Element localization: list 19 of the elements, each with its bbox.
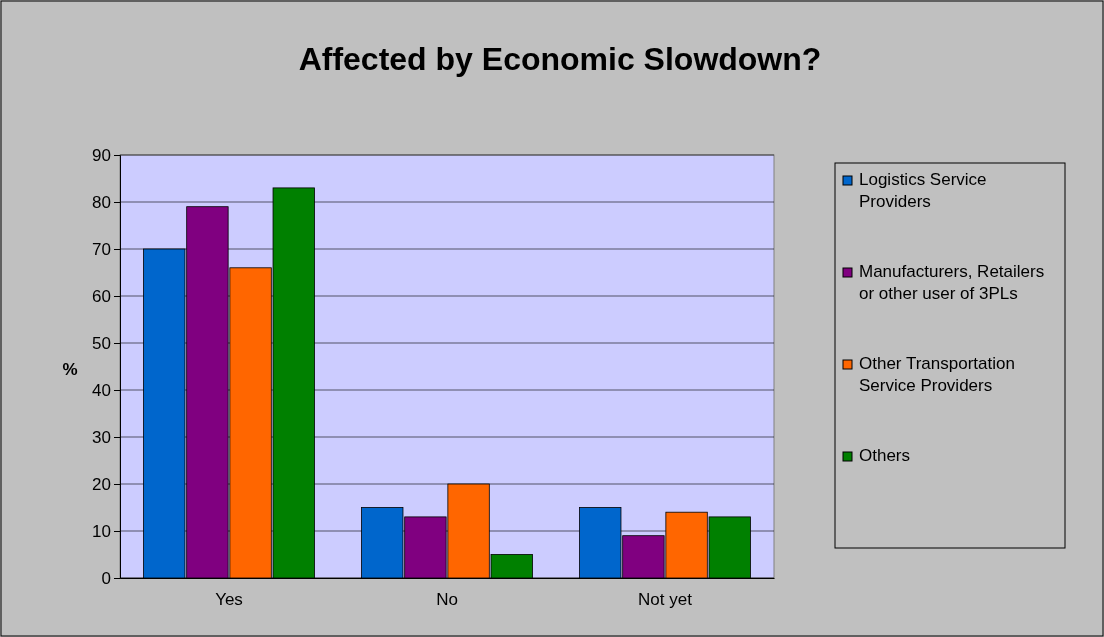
x-tick-label: Yes xyxy=(215,589,243,609)
y-tick-label: 40 xyxy=(92,380,111,400)
y-tick-label: 30 xyxy=(92,427,111,447)
x-tick-label: Not yet xyxy=(638,589,693,609)
y-tick-label: 0 xyxy=(101,568,111,588)
y-tick-label: 20 xyxy=(92,474,111,494)
legend-label: Other Transportation Service Providers xyxy=(859,354,1015,395)
legend-label: Manufacturers, Retailers or other user of 3PLs xyxy=(859,262,1045,303)
y-axis-title: % xyxy=(62,360,78,379)
legend-label: Logistics Service Providers xyxy=(859,170,987,211)
y-tick-label: 10 xyxy=(92,521,111,541)
x-tick-label: No xyxy=(436,589,458,609)
y-tick-label: 60 xyxy=(92,286,111,306)
chart-title: Affected by Economic Slowdown? xyxy=(298,41,822,77)
y-tick-label: 70 xyxy=(92,239,111,259)
y-tick-label: 50 xyxy=(92,333,111,353)
legend-label: Others xyxy=(859,446,911,465)
y-tick-label: 80 xyxy=(92,192,111,212)
y-tick-label: 90 xyxy=(92,145,111,165)
